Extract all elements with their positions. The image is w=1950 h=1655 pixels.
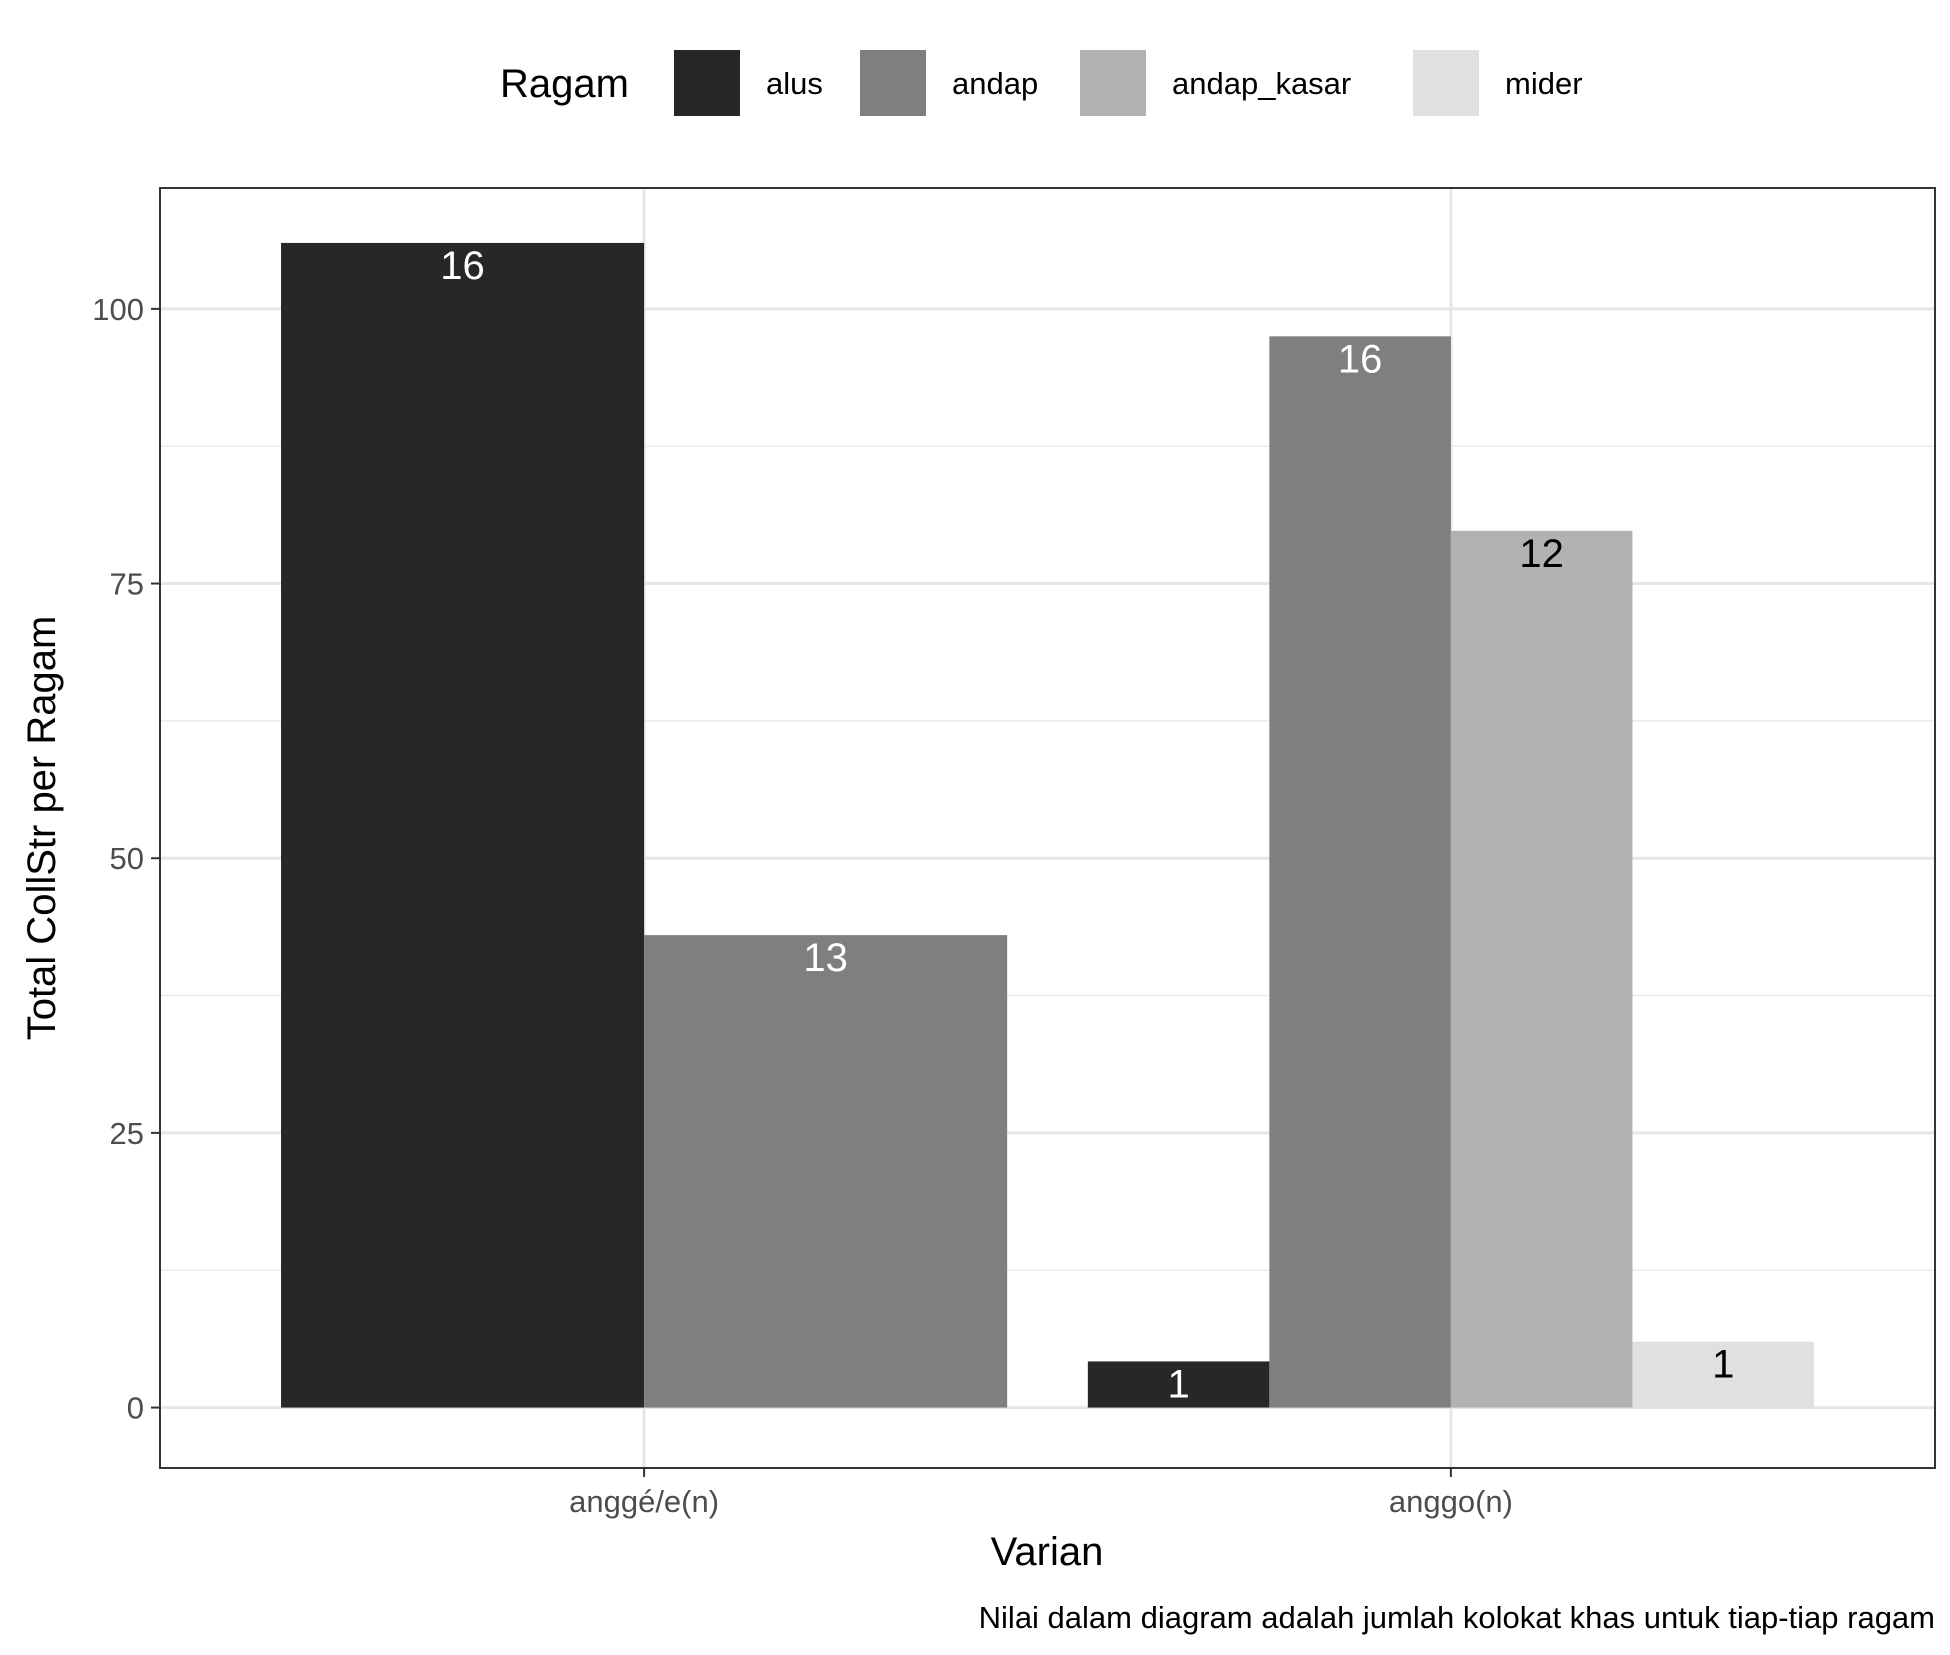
- bar-mider-1: [1632, 1341, 1814, 1408]
- bar-value-labels: 16 13 1 16 12 1: [440, 244, 1734, 1406]
- legend-item-andap_kasar: andap_kasar: [1080, 50, 1351, 116]
- y-axis: 0 25 50 75 100: [92, 292, 160, 1426]
- legend: Ragam alus andap andap_kasar mider: [500, 50, 1583, 116]
- x-tick-label: anggo(n): [1389, 1484, 1513, 1519]
- legend-key-mider: [1413, 50, 1479, 116]
- bar-label-andap_kasar-1: 12: [1519, 532, 1564, 576]
- legend-key-andap_kasar: [1080, 50, 1146, 116]
- x-tick-label: anggé/e(n): [569, 1484, 719, 1519]
- bar-label-andap-0: 13: [803, 936, 848, 980]
- legend-key-alus: [674, 50, 740, 116]
- y-tick-label: 50: [110, 841, 144, 876]
- bars: [281, 242, 1814, 1408]
- bar-label-mider-1: 1: [1712, 1343, 1734, 1387]
- y-tick-label: 100: [92, 292, 144, 327]
- legend-item-alus: alus: [674, 50, 823, 116]
- y-tick-label: 0: [127, 1391, 144, 1426]
- bar-label-alus-0: 16: [440, 244, 485, 288]
- bar-alus-1: [1087, 1361, 1270, 1408]
- legend-label-andap_kasar: andap_kasar: [1172, 66, 1351, 101]
- bar-alus-0: [281, 242, 645, 1408]
- y-tick-label: 25: [110, 1116, 144, 1151]
- legend-label-andap: andap: [952, 66, 1038, 101]
- legend-item-mider: mider: [1413, 50, 1583, 116]
- x-axis-title: Varian: [991, 1530, 1104, 1574]
- bar-andap-0: [644, 935, 1008, 1408]
- plot-panel-border: [159, 187, 1936, 1469]
- legend-title: Ragam: [500, 62, 629, 106]
- legend-label-alus: alus: [766, 66, 823, 101]
- legend-item-andap: andap: [860, 50, 1038, 116]
- y-axis-title: Total CollStr per Ragam: [20, 616, 64, 1041]
- chart-caption: Nilai dalam diagram adalah jumlah koloka…: [979, 1600, 1935, 1635]
- x-axis: anggé/e(n) anggo(n): [569, 1468, 1513, 1519]
- bar-label-andap-1: 16: [1338, 337, 1383, 381]
- bar-andap-1: [1269, 336, 1451, 1408]
- legend-label-mider: mider: [1505, 66, 1583, 101]
- bar-andap_kasar-1: [1450, 530, 1633, 1408]
- legend-key-andap: [860, 50, 926, 116]
- y-tick-label: 75: [110, 567, 144, 602]
- bar-label-alus-1: 1: [1167, 1362, 1189, 1406]
